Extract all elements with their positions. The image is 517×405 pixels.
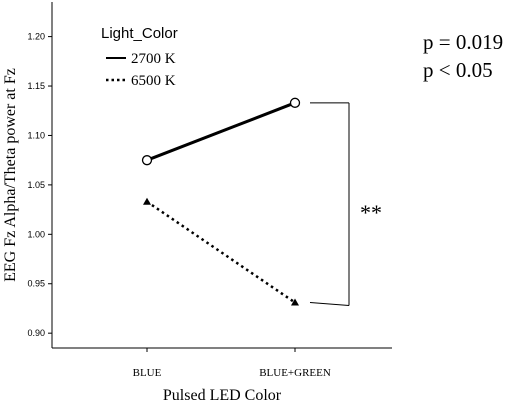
y-tick-label: 1.00 [27, 229, 45, 239]
y-tick-label: 1.20 [27, 32, 45, 42]
x-tick-label: BLUE+GREEN [259, 367, 331, 379]
y-tick-label: 0.95 [27, 279, 45, 289]
series-line-6500k [146, 200, 296, 304]
legend-label-2700k: 2700 K [131, 51, 176, 67]
y-tick-label: 1.15 [27, 81, 45, 91]
point-marker-6500k [291, 298, 299, 306]
legend-label-6500k: 6500 K [131, 73, 176, 89]
x-tick-label: BLUE [133, 367, 162, 379]
legend: Light_Color 2700 K 6500 K [101, 25, 178, 89]
point-marker-2700k [141, 155, 153, 166]
y-tick-label: 0.90 [27, 328, 45, 338]
x-axis-title: Pulsed LED Color [163, 387, 282, 404]
point-marker-2700k [289, 97, 301, 108]
point-marker-6500k [143, 197, 151, 205]
y-tick-label: 1.10 [27, 130, 45, 140]
significance-stars: ** [360, 200, 382, 225]
series-layer [141, 97, 301, 306]
p-value-label: p = 0.019 [423, 30, 503, 54]
plot-frame [51, 2, 392, 349]
y-axis-title: EEG Fz Alpha/Theta power at Fz [2, 68, 19, 282]
significance-bracket [309, 102, 350, 307]
y-tick-label: 1.05 [27, 180, 45, 190]
legend-title: Light_Color [101, 25, 178, 42]
y-axis-ticks: 0.90 0.95 1.00 1.05 1.10 1.15 1.20 [27, 32, 52, 338]
bracket-bottom [309, 302, 350, 307]
p-threshold-label: p < 0.05 [423, 58, 493, 82]
x-axis-ticks: BLUE BLUE+GREEN [133, 348, 331, 379]
series-line-2700k [146, 101, 296, 162]
